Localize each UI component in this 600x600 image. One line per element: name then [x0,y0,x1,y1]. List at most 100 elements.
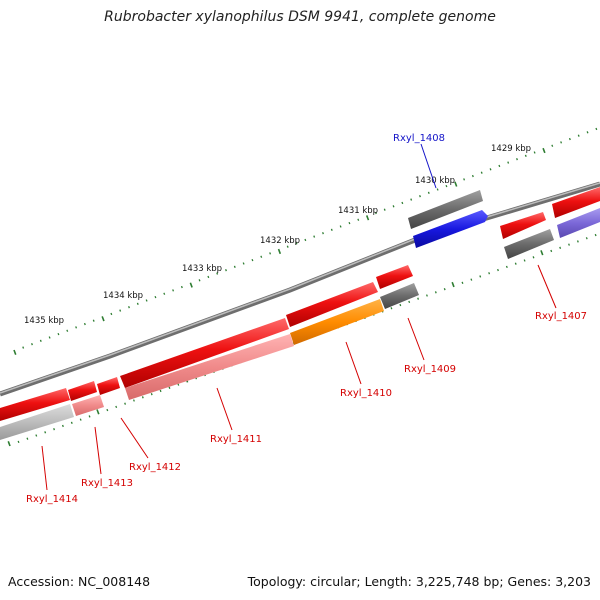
gene-upper-right[interactable] [552,187,600,218]
gene-rxyl-1411[interactable] [125,334,294,400]
scale-minor-tick [322,232,324,235]
scale-minor-tick [532,256,535,259]
scale-minor-tick [427,191,430,195]
gene-rxyl-1408-upper[interactable] [408,190,483,229]
kbp-label-1435: 1435 kbp [24,316,64,326]
scale-minor-tick [260,255,263,258]
scale-minor-tick [330,228,333,232]
scale-minor-tick [216,272,219,275]
scale-major-tick [101,316,105,322]
scale-minor-tick [390,307,393,310]
scale-minor-tick [119,309,122,312]
scale-minor-tick [479,275,482,278]
scale-minor-tick [419,195,421,198]
scale-minor-tick [172,289,175,292]
scale-minor-tick [507,161,510,164]
scale-minor-tick [110,312,113,316]
gene-label-rxyl-1409[interactable]: Rxyl_1409 [404,364,456,375]
scale-minor-tick [568,137,571,141]
scale-minor-tick [66,329,69,332]
kbp-label-1432: 1432 kbp [260,236,300,246]
scale-minor-tick [198,279,201,282]
gene-rxyl-1408[interactable] [413,210,488,248]
scale-minor-tick [560,141,563,144]
gene-rxyl-1414-upper[interactable] [0,388,70,421]
scale-major-tick [189,282,193,288]
kbp-label-1430: 1430 kbp [415,176,455,186]
scale-minor-tick [576,240,579,243]
kbp-label-1434: 1434 kbp [103,291,143,301]
gene-label-rxyl-1413[interactable]: Rxyl_1413 [81,478,133,489]
gene-rxyl-1409[interactable] [380,283,419,309]
scale-minor-tick [461,281,464,284]
scale-minor-tick [168,386,171,389]
scale-minor-tick [488,272,491,275]
scale-minor-tick [39,339,42,343]
scale-minor-tick [115,405,118,409]
gene-label-rxyl-1410[interactable]: Rxyl_1410 [340,388,392,399]
scale-minor-tick [383,208,386,211]
scale-minor-tick [348,221,351,225]
scale-minor-tick [79,418,82,421]
gene-label-rxyl-1414[interactable]: Rxyl_1414 [26,494,78,505]
gene-label-rxyl-1407[interactable]: Rxyl_1407 [535,311,587,322]
scale-minor-tick [497,268,499,272]
scale-minor-tick [586,131,589,134]
gene-rxyl-1410-upper[interactable] [286,282,378,327]
gene-rxyl-1410[interactable] [290,299,384,345]
scale-minor-tick [286,245,289,248]
scale-minor-tick [150,392,153,396]
scale-minor-tick [551,144,554,147]
scale-minor-tick [401,201,404,205]
scale-minor-tick [595,127,598,131]
scale-minor-tick [92,319,95,322]
gene-rxyl-1413-upper[interactable] [68,381,97,401]
gene-rxyl-1414[interactable] [0,404,74,440]
scale-minor-tick [35,434,38,437]
map-title: Rubrobacter xylanophilus DSM 9941, compl… [104,9,496,25]
kbp-label-1433: 1433 kbp [182,264,222,274]
scale-minor-tick [83,322,86,326]
gene-rxyl-1413[interactable] [72,395,104,416]
scale-minor-tick [392,205,395,208]
scale-minor-tick [163,292,166,295]
scale-minor-tick [313,235,316,238]
scale-minor-tick [141,396,144,399]
scale-minor-tick [568,243,570,246]
leader-lines [41,143,557,491]
gene-rxyl-1412-upper[interactable] [97,377,120,395]
scale-minor-tick [106,408,109,412]
gene-label-rxyl-1408[interactable]: Rxyl_1408 [393,133,445,144]
scale-minor-tick [436,188,439,191]
scale-minor-tick [480,171,483,174]
scale-minor-tick [577,134,580,137]
scale-minor-tick [177,383,180,386]
scale-minor-tick [26,437,29,440]
scale-minor-tick [44,431,47,434]
gene-rxyl-1409-upper[interactable] [376,265,413,289]
scale-minor-tick [251,258,254,262]
scale-major-tick [542,147,546,154]
gene-rxyl-1407[interactable] [504,229,554,259]
scale-minor-tick [48,336,51,339]
gene-label-rxyl-1411[interactable]: Rxyl_1411 [210,434,262,445]
outer-scale [13,127,598,355]
scale-minor-tick [505,265,508,269]
scale-minor-tick [128,306,130,309]
scale-minor-tick [136,302,139,306]
scale-minor-tick [410,198,413,201]
gene-right-lavender[interactable] [557,208,600,238]
gene-rxyl-1407-upper[interactable] [500,212,546,239]
scale-minor-tick [207,275,210,279]
gene-rxyl-1411-upper[interactable] [120,318,289,388]
scale-major-tick [277,248,282,255]
scale-minor-tick [17,440,20,444]
scale-minor-tick [57,332,60,336]
scale-major-tick [96,409,100,415]
scale-minor-tick [70,421,73,424]
scale-minor-tick [533,151,536,154]
scale-minor-tick [559,246,562,249]
gene-label-rxyl-1412[interactable]: Rxyl_1412 [129,462,181,473]
